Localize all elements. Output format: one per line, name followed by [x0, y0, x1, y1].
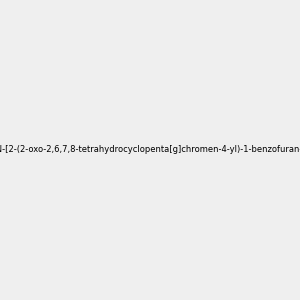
Text: 3,4-dimethoxy-N-[2-(2-oxo-2,6,7,8-tetrahydrocyclopenta[g]chromen-4-yl)-1-benzofu: 3,4-dimethoxy-N-[2-(2-oxo-2,6,7,8-tetrah…	[0, 146, 300, 154]
